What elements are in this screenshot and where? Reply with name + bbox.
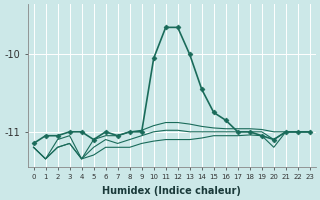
X-axis label: Humidex (Indice chaleur): Humidex (Indice chaleur) (102, 186, 241, 196)
